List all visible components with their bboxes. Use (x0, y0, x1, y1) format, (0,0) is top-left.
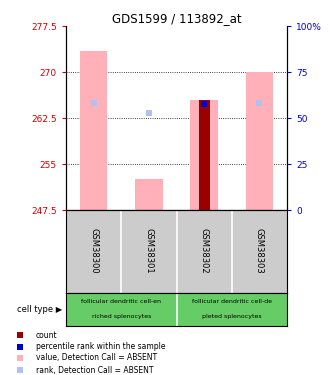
Text: count: count (36, 330, 57, 339)
Bar (135, 179, 163, 210)
Text: riched splenocytes: riched splenocytes (92, 314, 151, 319)
Title: GDS1599 / 113892_at: GDS1599 / 113892_at (112, 12, 241, 25)
Bar (199, 100, 210, 210)
Text: pleted splenocytes: pleted splenocytes (202, 314, 262, 319)
Bar (80, 51, 108, 210)
Text: follicular dendritic cell-de: follicular dendritic cell-de (192, 300, 272, 304)
Text: percentile rank within the sample: percentile rank within the sample (36, 342, 165, 351)
Text: GSM38301: GSM38301 (145, 228, 153, 274)
Text: GSM38302: GSM38302 (200, 228, 209, 274)
Bar (246, 72, 273, 210)
Text: follicular dendritic cell-en: follicular dendritic cell-en (81, 300, 161, 304)
Text: rank, Detection Call = ABSENT: rank, Detection Call = ABSENT (36, 366, 153, 375)
Text: GSM38303: GSM38303 (255, 228, 264, 274)
Text: value, Detection Call = ABSENT: value, Detection Call = ABSENT (36, 353, 157, 362)
Text: GSM38300: GSM38300 (89, 228, 98, 274)
Bar (190, 100, 218, 210)
Text: cell type ▶: cell type ▶ (17, 305, 63, 314)
